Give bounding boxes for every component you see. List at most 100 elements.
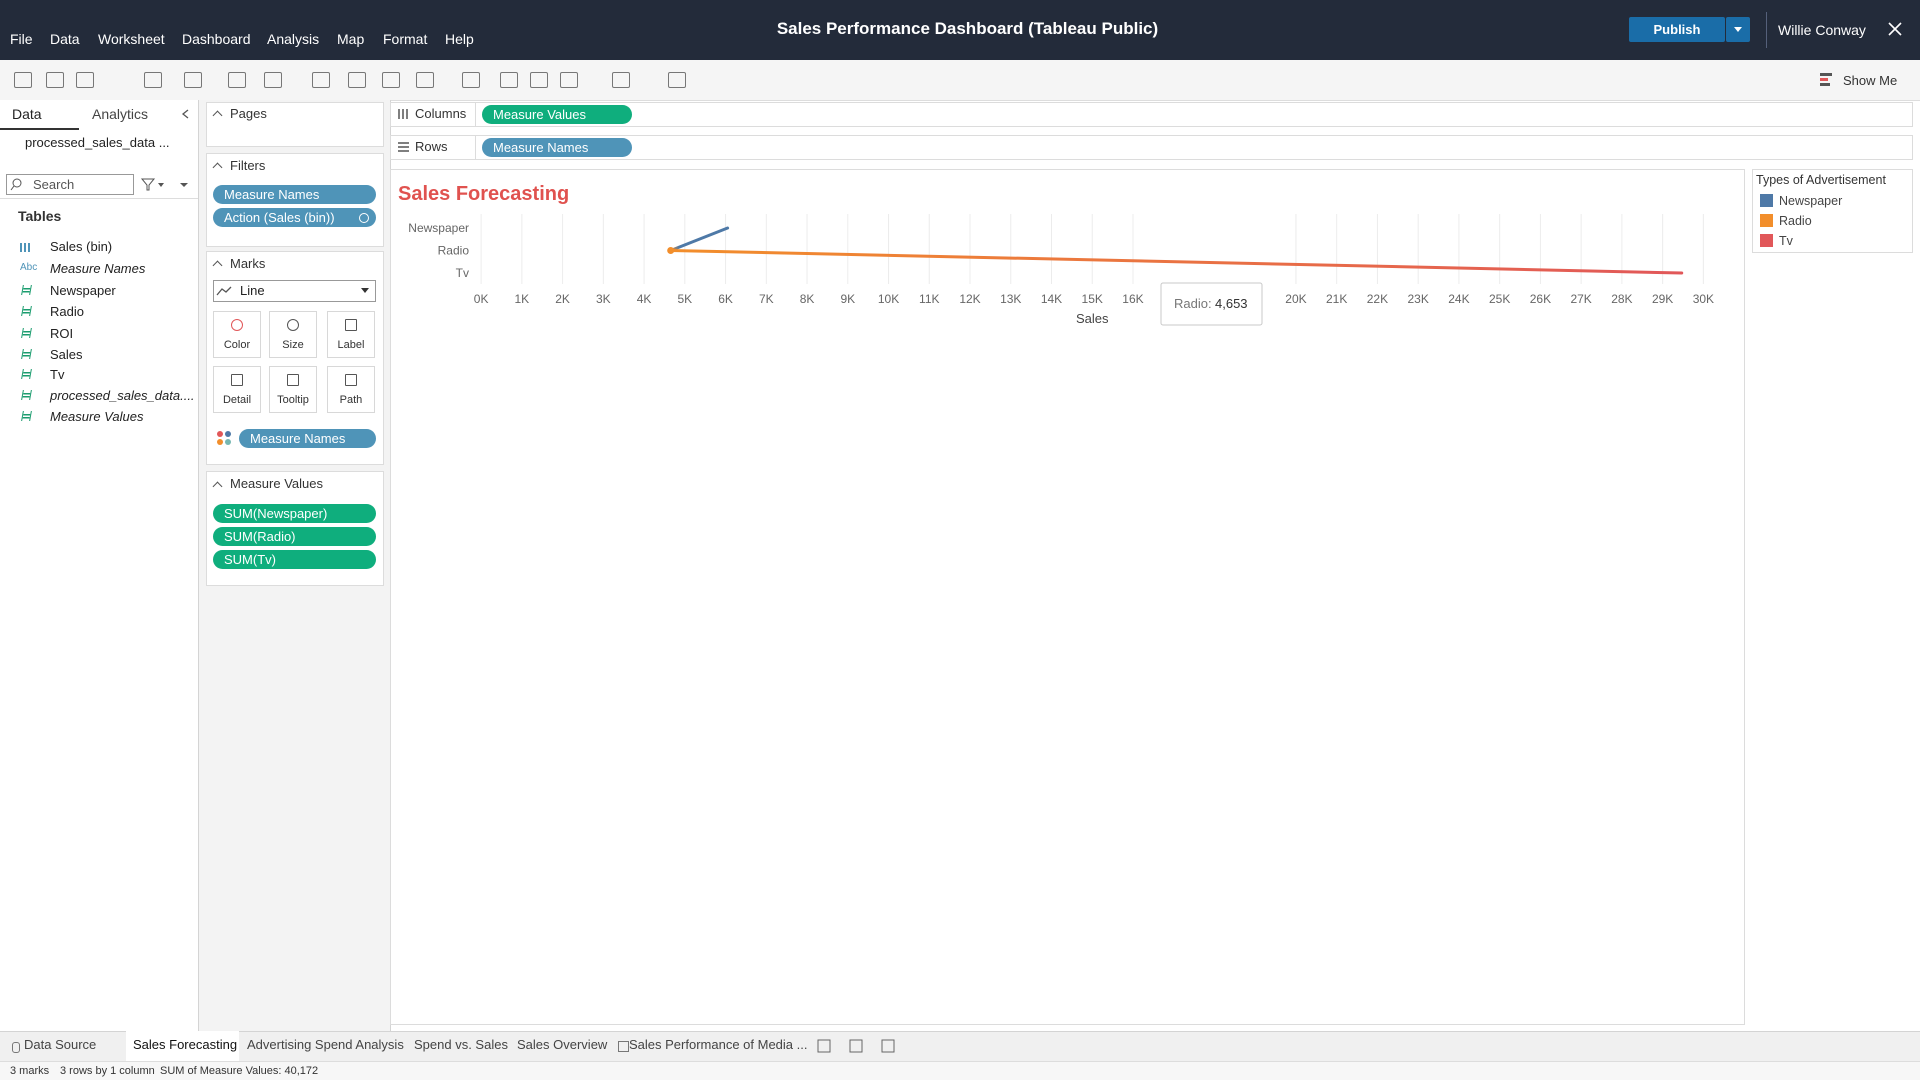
- new-sheet-icons[interactable]: [816, 1038, 896, 1056]
- pane-tab[interactable]: Analytics: [92, 106, 149, 122]
- title-bar: [0, 0, 1920, 60]
- status-text: 3 rows by 1 column: [60, 1065, 155, 1077]
- filter-pill[interactable]: Measure Names: [213, 185, 376, 204]
- card-title: Marks: [230, 256, 266, 271]
- field[interactable]: Newspaper: [50, 283, 116, 298]
- toolbar-button[interactable]: [500, 72, 518, 88]
- marks-button[interactable]: [269, 311, 317, 358]
- show-me-icon: [1820, 73, 1832, 86]
- x-tick-label: 6K: [718, 292, 733, 306]
- toolbar-button[interactable]: [312, 72, 330, 88]
- x-tick-label: 15K: [1082, 292, 1103, 306]
- toolbar-button[interactable]: [264, 72, 282, 88]
- tab-icon: [618, 1041, 629, 1052]
- user-name[interactable]: Willie Conway: [1778, 22, 1866, 38]
- marks-button[interactable]: [213, 311, 261, 358]
- rows-icon: [398, 142, 409, 152]
- toolbar-button[interactable]: [228, 72, 246, 88]
- search-box[interactable]: [6, 174, 134, 195]
- sheet-tab[interactable]: Sales Overview: [517, 1037, 608, 1052]
- shelf-pill[interactable]: Measure Values: [482, 105, 632, 124]
- filter-pill[interactable]: Action (Sales (bin)): [213, 208, 376, 227]
- toolbar-button[interactable]: [530, 72, 548, 88]
- sheet-tab[interactable]: Data Source: [24, 1037, 97, 1052]
- publish-button[interactable]: Publish: [1629, 17, 1725, 42]
- legend-swatch: [1760, 214, 1773, 227]
- x-axis-title: Sales: [1076, 311, 1109, 326]
- shelf-divider: [475, 135, 476, 160]
- toolbar-button[interactable]: [348, 72, 366, 88]
- x-tick-label: 10K: [878, 292, 899, 306]
- field[interactable]: ROI: [50, 326, 74, 341]
- menu-item[interactable]: File: [10, 31, 33, 47]
- measure-pill[interactable]: SUM(Newspaper): [213, 504, 376, 523]
- x-tick-label: 14K: [1041, 292, 1062, 306]
- toolbar-button[interactable]: [76, 72, 94, 88]
- toolbar-button[interactable]: [668, 72, 686, 88]
- active-tab: [126, 1031, 239, 1061]
- marks-button[interactable]: [269, 366, 317, 413]
- sheet-tab[interactable]: Spend vs. Sales: [414, 1037, 508, 1052]
- toolbar-button[interactable]: [560, 72, 578, 88]
- toolbar-button[interactable]: [46, 72, 64, 88]
- x-tick-label: 0K: [474, 292, 489, 306]
- sheet-tab[interactable]: Advertising Spend Analysis: [247, 1037, 404, 1052]
- menu-item[interactable]: Data: [50, 31, 80, 47]
- datasource-name[interactable]: processed_sales_data ...: [25, 135, 170, 150]
- chart-title: Sales Forecasting: [398, 183, 569, 205]
- toolbar-button[interactable]: [612, 72, 630, 88]
- tooltip-box: [1160, 282, 1263, 326]
- field[interactable]: Sales: [50, 347, 83, 362]
- measure-pill[interactable]: SUM(Radio): [213, 527, 376, 546]
- sheet-tab[interactable]: Sales Performance of Media ...: [629, 1037, 808, 1052]
- mark-type-dropdown[interactable]: [213, 280, 376, 302]
- measure-pill[interactable]: SUM(Tv): [213, 550, 376, 569]
- marks-button[interactable]: [327, 366, 375, 413]
- publish-dropdown[interactable]: [1726, 17, 1750, 42]
- marks-button-label: Label: [337, 339, 365, 351]
- x-tick-label: 9K: [840, 292, 855, 306]
- menu-item[interactable]: Format: [383, 31, 428, 47]
- close-button[interactable]: [1886, 20, 1904, 38]
- toolbar-button[interactable]: [462, 72, 480, 88]
- marks-button[interactable]: [327, 311, 375, 358]
- menu-item[interactable]: Map: [337, 31, 365, 47]
- toolbar-button[interactable]: [144, 72, 162, 88]
- menu-item[interactable]: Worksheet: [98, 31, 165, 47]
- field[interactable]: Measure Values: [50, 409, 144, 424]
- data-tab-underline: [0, 100, 79, 130]
- show-me[interactable]: Show Me: [1843, 73, 1898, 88]
- sheet-tab[interactable]: Sales Forecasting: [133, 1037, 238, 1052]
- field[interactable]: processed_sales_data....: [50, 388, 195, 403]
- tables-label: Tables: [18, 208, 62, 224]
- marks-pill[interactable]: Measure Names: [239, 429, 376, 448]
- field[interactable]: Sales (bin): [50, 239, 113, 254]
- shelf-pill[interactable]: Measure Names: [482, 138, 632, 157]
- x-tick-label: 8K: [800, 292, 815, 306]
- toolbar-button[interactable]: [382, 72, 400, 88]
- menu-item[interactable]: Dashboard: [182, 31, 251, 47]
- x-tick-label: 27K: [1570, 292, 1591, 306]
- menu-item[interactable]: Analysis: [267, 31, 320, 47]
- y-category-label: Radio: [438, 244, 470, 258]
- field-icon: Abc: [20, 262, 38, 273]
- mark-type[interactable]: Line: [240, 283, 265, 298]
- data-pane: [0, 100, 199, 1031]
- menu-item[interactable]: Help: [445, 31, 474, 47]
- field[interactable]: Measure Names: [50, 261, 146, 276]
- pane-tab[interactable]: Data: [12, 106, 42, 122]
- x-tick-label: 12K: [959, 292, 980, 306]
- filter-icons[interactable]: [140, 177, 200, 192]
- toolbar-button[interactable]: [416, 72, 434, 88]
- tab-icon: [12, 1042, 20, 1053]
- collapse-icon[interactable]: [180, 108, 192, 120]
- field[interactable]: Tv: [50, 367, 65, 382]
- marks-button[interactable]: [213, 366, 261, 413]
- field[interactable]: Radio: [50, 304, 84, 319]
- toolbar-button[interactable]: [184, 72, 202, 88]
- toolbar-button[interactable]: [14, 72, 32, 88]
- card-title: Pages: [230, 106, 267, 121]
- x-tick-label: 22K: [1367, 292, 1388, 306]
